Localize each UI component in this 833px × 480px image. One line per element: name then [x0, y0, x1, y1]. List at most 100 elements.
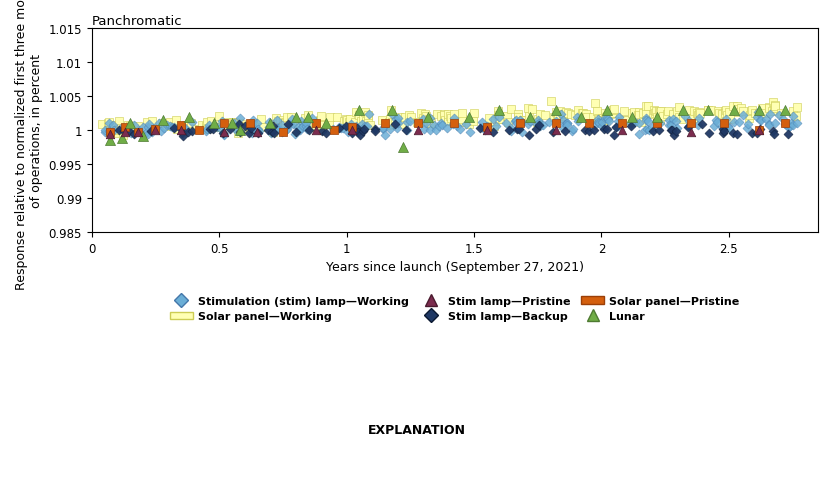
Point — [591, 119, 605, 127]
Point — [602, 118, 616, 126]
Point — [141, 129, 154, 137]
Point — [525, 107, 538, 114]
Point — [652, 108, 666, 116]
Point — [110, 126, 123, 134]
Point — [397, 120, 411, 128]
Point — [716, 124, 729, 132]
Point — [493, 107, 506, 114]
Point — [355, 121, 368, 129]
Point — [101, 120, 114, 127]
Point — [763, 111, 776, 119]
Point — [654, 117, 667, 125]
Point — [686, 115, 700, 123]
Point — [513, 120, 526, 128]
Point — [253, 120, 267, 127]
Point — [790, 120, 803, 128]
Point — [233, 129, 247, 136]
Point — [377, 125, 390, 132]
Point — [716, 111, 729, 119]
Point — [646, 111, 660, 119]
Point — [576, 110, 590, 118]
Point — [217, 120, 231, 128]
Point — [204, 118, 217, 125]
Point — [549, 107, 562, 114]
Point — [423, 120, 436, 128]
Point — [615, 120, 628, 128]
Point — [174, 121, 187, 129]
Point — [641, 118, 655, 126]
Point — [701, 107, 715, 115]
Point — [786, 122, 800, 130]
Point — [250, 121, 263, 129]
Point — [314, 118, 327, 125]
Point — [561, 110, 575, 118]
Point — [746, 108, 759, 115]
Point — [112, 127, 126, 135]
Point — [683, 122, 696, 130]
Point — [447, 111, 461, 119]
Point — [721, 112, 734, 120]
Point — [784, 120, 797, 127]
Point — [283, 121, 297, 129]
Point — [119, 127, 132, 134]
Point — [591, 115, 605, 123]
Point — [598, 115, 611, 123]
Point — [711, 108, 725, 116]
Point — [604, 111, 617, 119]
Point — [190, 126, 203, 133]
Point — [102, 127, 116, 135]
Point — [641, 103, 655, 110]
Point — [388, 121, 402, 129]
Point — [499, 120, 512, 127]
Point — [423, 127, 436, 135]
Point — [261, 127, 274, 135]
Point — [217, 131, 231, 139]
Point — [778, 121, 791, 129]
Point — [152, 120, 166, 128]
Point — [492, 114, 506, 122]
Point — [167, 125, 180, 132]
Point — [301, 126, 314, 133]
Point — [450, 123, 463, 131]
Point — [339, 123, 352, 131]
Point — [182, 129, 195, 136]
Point — [618, 117, 631, 124]
Point — [531, 116, 545, 123]
Point — [124, 130, 137, 137]
Point — [629, 119, 642, 126]
Point — [775, 110, 788, 118]
Point — [109, 122, 122, 130]
Point — [456, 110, 469, 118]
Point — [575, 113, 588, 121]
Point — [232, 120, 246, 127]
Point — [476, 123, 489, 131]
Point — [345, 124, 358, 132]
Point — [726, 103, 740, 111]
Point — [132, 126, 146, 134]
Point — [137, 124, 150, 132]
Point — [276, 121, 289, 129]
Point — [524, 118, 537, 126]
Point — [692, 115, 706, 122]
Point — [357, 115, 370, 122]
Point — [755, 117, 768, 125]
Point — [315, 113, 328, 121]
Point — [383, 125, 397, 133]
Point — [490, 123, 503, 131]
Point — [605, 110, 618, 118]
Point — [352, 112, 365, 120]
Point — [580, 114, 593, 122]
Point — [632, 109, 646, 117]
Point — [255, 116, 268, 124]
Point — [558, 128, 571, 135]
Point — [382, 119, 396, 127]
Point — [454, 119, 467, 127]
Point — [516, 119, 529, 126]
Point — [227, 119, 240, 126]
Point — [601, 116, 615, 123]
Point — [665, 127, 678, 134]
Point — [431, 111, 444, 119]
Point — [215, 124, 228, 132]
Point — [233, 128, 247, 135]
Point — [464, 129, 477, 137]
